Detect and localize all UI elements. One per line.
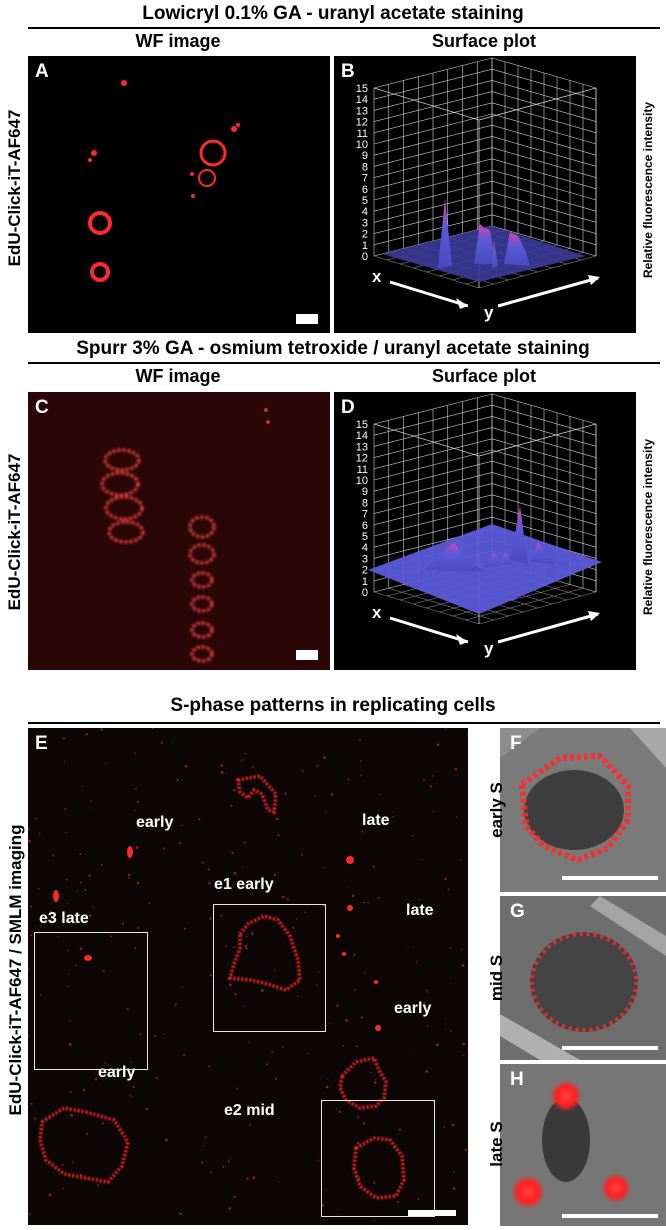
z-tick-label: 2 bbox=[362, 565, 368, 577]
panel-a-scalebar bbox=[296, 314, 318, 324]
label-e1: e1 early bbox=[214, 876, 274, 893]
panel-c-label: C bbox=[35, 397, 49, 418]
panel-e-signal bbox=[28, 728, 468, 1222]
x-axis-label: x bbox=[372, 603, 382, 622]
panel-h-scalebar bbox=[562, 1214, 658, 1218]
panel-g-side-label: mid S bbox=[487, 954, 506, 1002]
panel-h-clem-image: H bbox=[500, 1064, 666, 1226]
z-tick-label: 8 bbox=[362, 161, 368, 173]
panel-c-signal bbox=[100, 408, 270, 663]
panel-g-label: G bbox=[510, 901, 525, 922]
z-tick-label: 2 bbox=[362, 229, 368, 241]
panel-d-label: D bbox=[341, 397, 355, 418]
panel-f-clem-image: F bbox=[500, 728, 666, 892]
label-e3: e3 late bbox=[39, 910, 89, 927]
panel-g-signal bbox=[500, 896, 666, 1060]
panel-d-surface-plot: 0 1 2 3 4 5 6 7 8 9 10 11 12 13 14 15 x y D bbox=[334, 392, 636, 670]
panel-e-label: E bbox=[35, 733, 48, 754]
z-tick-label: 4 bbox=[362, 542, 368, 554]
z-tick-label: 0 bbox=[362, 251, 368, 263]
section2-wf-header: WF image bbox=[135, 366, 221, 386]
z-tick-label: 1 bbox=[362, 240, 368, 252]
y-axis-label: y bbox=[484, 639, 494, 658]
y-axis-arrow bbox=[497, 612, 599, 644]
panel-a-wf-image: A bbox=[28, 56, 330, 333]
z-tick-label: 9 bbox=[362, 150, 368, 162]
section3-rule bbox=[28, 722, 660, 724]
label-early-right: early bbox=[394, 1000, 432, 1017]
section2-title: Spurr 3% GA - osmium tetroxide / uranyl … bbox=[76, 338, 590, 359]
label-late-mid: late bbox=[406, 902, 434, 919]
panel-b-zlabel: Relative fluorescence intensity bbox=[641, 101, 655, 279]
panel-b-surface-plot: 0 1 2 3 4 5 6 7 8 9 10 11 12 13 14 15 x y B bbox=[334, 56, 636, 333]
panel-c-wf-image: C bbox=[28, 392, 330, 670]
z-tick-label: 10 bbox=[356, 139, 368, 151]
section2-row-label: EdU-Click-iT-AF647 bbox=[5, 453, 24, 611]
section3-row-label: EdU-Click-iT-AF647 / SMLM imaging bbox=[6, 824, 25, 1116]
z-tick-label: 13 bbox=[356, 105, 368, 117]
panel-a-signal bbox=[88, 80, 240, 282]
z-tick-label: 15 bbox=[356, 419, 368, 431]
z-tick-label: 4 bbox=[362, 206, 368, 218]
section1-wf-header: WF image bbox=[135, 31, 221, 51]
z-tick-label: 11 bbox=[357, 464, 368, 476]
z-tick-label: 13 bbox=[356, 441, 368, 453]
z-tick-label: 6 bbox=[362, 184, 368, 196]
section2-rule bbox=[28, 362, 660, 364]
z-tick-label: 14 bbox=[356, 94, 368, 106]
panel-h-label: H bbox=[510, 1069, 524, 1090]
x-axis-arrow bbox=[389, 280, 469, 308]
section3-title: S-phase patterns in replicating cells bbox=[170, 695, 496, 716]
z-tick-label: 10 bbox=[356, 475, 368, 487]
panel-d-zlabel: Relative fluorescence intensity bbox=[641, 438, 655, 616]
z-tick-label: 5 bbox=[362, 195, 368, 207]
x-axis-label: x bbox=[372, 267, 382, 286]
panel-b-label: B bbox=[341, 61, 355, 82]
z-tick-label: 9 bbox=[362, 486, 368, 498]
z-tick-label: 6 bbox=[362, 520, 368, 532]
z-tick-label: 5 bbox=[362, 531, 368, 543]
panel-c-scalebar bbox=[296, 650, 318, 660]
roi-e1 bbox=[213, 904, 326, 1032]
panel-a-label: A bbox=[35, 61, 49, 82]
z-tick-label: 14 bbox=[356, 430, 368, 442]
z-tick-label: 3 bbox=[362, 217, 368, 229]
panel-h-signal bbox=[500, 1064, 666, 1226]
roi-e3 bbox=[34, 932, 148, 1070]
panel-f-label: F bbox=[510, 733, 522, 754]
section2-surface-header: Surface plot bbox=[431, 366, 537, 386]
z-tick-label: 8 bbox=[362, 497, 368, 509]
z-tick-label: 12 bbox=[356, 453, 368, 465]
section1-rule bbox=[28, 27, 660, 29]
z-tick-label: 11 bbox=[357, 128, 368, 140]
panel-f-scalebar bbox=[562, 876, 658, 880]
label-late-top: late bbox=[362, 812, 390, 829]
panel-g-scalebar bbox=[562, 1046, 658, 1050]
panel-e-scalebar bbox=[408, 1210, 456, 1216]
roi-e2 bbox=[321, 1100, 435, 1217]
panel-f-side-label: early S bbox=[487, 782, 506, 838]
y-axis-label: y bbox=[484, 303, 494, 322]
z-tick-label: 0 bbox=[362, 587, 368, 599]
z-tick-label: 7 bbox=[362, 509, 368, 521]
panel-e-smlm-image: E early late e1 early late e3 late early… bbox=[28, 728, 468, 1225]
section1-surface-header: Surface plot bbox=[431, 31, 537, 51]
z-tick-label: 12 bbox=[356, 117, 368, 129]
section1-title: Lowicryl 0.1% GA - uranyl acetate staini… bbox=[142, 3, 524, 24]
panel-h-side-label: late S bbox=[487, 1121, 506, 1167]
y-axis-arrow bbox=[497, 276, 599, 308]
z-tick-label: 7 bbox=[362, 173, 368, 185]
z-tick-label: 15 bbox=[356, 83, 368, 95]
label-early-left: early bbox=[98, 1064, 136, 1081]
panel-f-signal bbox=[500, 728, 666, 892]
section1-row-label: EdU-Click-iT-AF647 bbox=[5, 109, 24, 267]
z-tick-label: 3 bbox=[362, 553, 368, 565]
x-axis-arrow bbox=[389, 616, 469, 644]
z-tick-label: 1 bbox=[362, 576, 368, 588]
label-e2: e2 mid bbox=[224, 1102, 275, 1119]
label-early-top: early bbox=[136, 814, 174, 831]
panel-g-clem-image: G bbox=[500, 896, 666, 1060]
